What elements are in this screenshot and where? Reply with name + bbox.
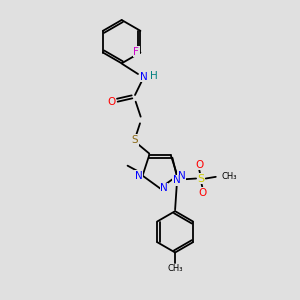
Text: S: S	[132, 135, 138, 145]
Text: N: N	[135, 171, 142, 181]
Text: N: N	[178, 171, 185, 181]
Text: CH₃: CH₃	[167, 264, 183, 273]
Text: O: O	[107, 97, 116, 107]
Text: S: S	[197, 173, 204, 184]
Text: O: O	[198, 188, 207, 197]
Text: H: H	[150, 71, 158, 81]
Text: N: N	[160, 183, 168, 193]
Text: CH₃: CH₃	[221, 172, 237, 181]
Text: F: F	[134, 47, 140, 57]
Text: N: N	[140, 72, 148, 82]
Text: O: O	[195, 160, 203, 170]
Text: N: N	[173, 175, 181, 185]
